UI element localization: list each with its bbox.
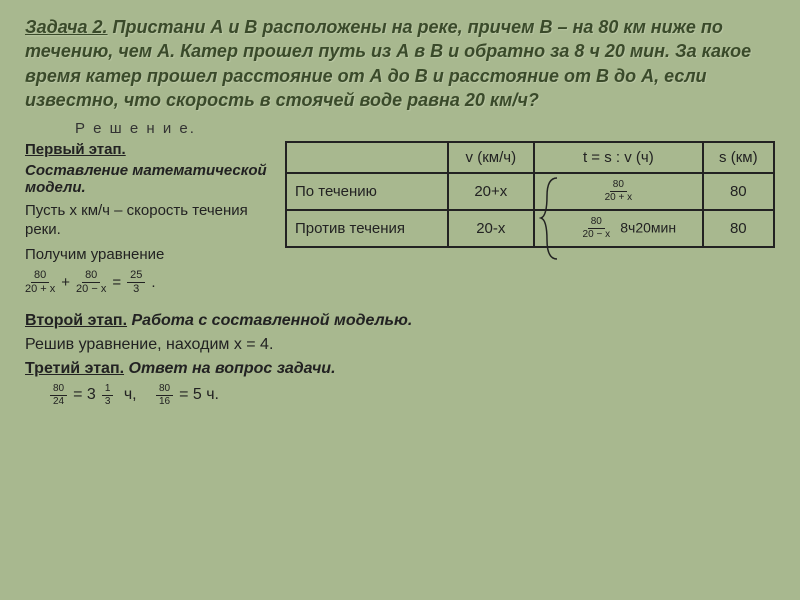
fraction-a2: 13	[102, 384, 114, 407]
cell-velocity: 20-x	[448, 210, 534, 247]
fraction-a1: 8024	[50, 384, 67, 407]
cell-velocity: 20+x	[448, 173, 534, 210]
problem-number: Задача 2.	[25, 17, 108, 37]
total-time: 8ч20мин	[620, 220, 676, 236]
cell-distance: 80	[703, 173, 774, 210]
col-velocity: v (км/ч)	[448, 142, 534, 173]
cell-direction: Против течения	[286, 210, 448, 247]
fraction-t2: 8020 − x	[583, 217, 611, 240]
fraction-a3: 8016	[156, 384, 173, 407]
col-direction	[286, 142, 448, 173]
left-column: Первый этап. Составление математической …	[25, 141, 270, 295]
answer-line: 8024 = 3 13 ч, 8016 = 5 ч.	[50, 383, 775, 407]
stage3-label: Третий этап.	[25, 360, 124, 377]
fraction-2: 8020 − x	[76, 270, 106, 295]
stage2-label: Второй этап.	[25, 312, 127, 329]
equation-label: Получим уравнение	[25, 246, 270, 265]
fraction-3: 253	[127, 270, 145, 295]
problem-text: Пристани А и В расположены на реке, прич…	[25, 17, 751, 110]
stage2-text: Работа с составленной моделью.	[132, 312, 413, 329]
equation: 8020 + x + 8020 − x = 253 .	[25, 270, 270, 295]
cell-distance: 80	[703, 210, 774, 247]
data-table-wrap: v (км/ч) t = s : v (ч) s (км) По течению…	[285, 141, 775, 295]
problem-statement: Задача 2. Пристани А и В расположены на …	[25, 15, 775, 112]
let-text: Пусть х км/ч – скорость течения реки.	[25, 202, 270, 240]
col-distance: s (км)	[703, 142, 774, 173]
table-header-row: v (км/ч) t = s : v (ч) s (км)	[286, 142, 774, 173]
stage1-label: Первый этап.	[25, 141, 270, 158]
fraction-1: 8020 + x	[25, 270, 55, 295]
col-time: t = s : v (ч)	[534, 142, 703, 173]
table-row: По течению 20+x 8020 + x 80	[286, 173, 774, 210]
model-label: Составление математической модели.	[25, 162, 270, 196]
fraction-t1: 8020 + x	[605, 180, 633, 203]
bottom-section: Второй этап. Работа с составленной модел…	[25, 309, 775, 407]
cell-direction: По течению	[286, 173, 448, 210]
table-row: Против течения 20-x 8020 − x 8ч20мин 80	[286, 210, 774, 247]
solution-label: Р е ш е н и е.	[75, 120, 775, 137]
data-table: v (км/ч) t = s : v (ч) s (км) По течению…	[285, 141, 775, 248]
brace-icon	[539, 176, 561, 261]
solve-text: Решив уравнение, находим х = 4.	[25, 333, 775, 357]
cell-time: 8020 − x 8ч20мин	[534, 210, 703, 247]
stage3-text: Ответ на вопрос задачи.	[129, 360, 336, 377]
